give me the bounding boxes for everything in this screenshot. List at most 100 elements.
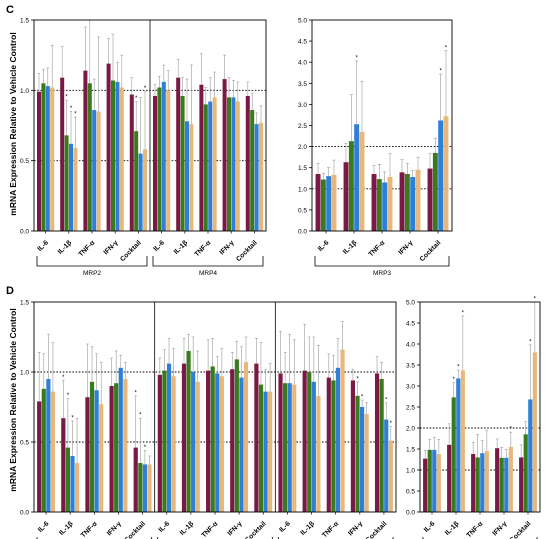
chart-d-left: 0.0 0.5 1.0 1.5 IL-6 * * * IL-1β TNF-α IFN-γ * * * Coc… <box>20 300 397 539</box>
significance-star: * <box>67 393 70 399</box>
bar <box>404 174 410 231</box>
bar <box>60 77 65 231</box>
bar <box>374 373 380 512</box>
significance-star: * <box>74 112 77 118</box>
treatment-label: IL-6 <box>317 239 331 253</box>
bar <box>114 383 119 512</box>
bar <box>350 380 356 512</box>
bar <box>157 374 162 512</box>
bar <box>50 391 56 512</box>
treatment-label: TNF-α <box>201 520 220 539</box>
bar <box>83 70 88 231</box>
bar <box>203 104 208 231</box>
treatment-label: IL-1β <box>173 239 189 255</box>
treatment-label: TNF-α <box>466 520 485 539</box>
y-tick-label: 1.0 <box>20 88 29 95</box>
significance-star: * <box>390 421 393 427</box>
bar <box>447 444 452 512</box>
bar <box>359 131 365 231</box>
bar <box>432 152 438 231</box>
bar <box>326 176 332 231</box>
bar <box>41 83 46 231</box>
y-tick-label: 1.5 <box>406 447 415 454</box>
group-label: MRP4 <box>199 270 217 277</box>
y-tick-label: 2.0 <box>406 426 415 433</box>
bar <box>364 414 369 512</box>
bar <box>495 448 500 512</box>
bar <box>243 362 249 512</box>
group-bracket <box>36 256 148 267</box>
bar <box>307 372 312 512</box>
bar <box>263 391 268 512</box>
y-tick-label: 0.0 <box>20 229 29 236</box>
bar <box>69 143 74 231</box>
treatment-label: IL-1β <box>342 239 358 255</box>
treatment-label: IFN-γ <box>491 520 508 537</box>
bar <box>316 395 321 512</box>
bar <box>161 81 166 231</box>
bar <box>106 63 111 232</box>
bar <box>230 369 235 512</box>
bar <box>176 77 181 231</box>
bar <box>376 179 382 231</box>
bar <box>245 95 250 232</box>
chart-plots: 0.00.51.01.5IL-6***IL-1β TNF-α IFN-γ**Cock… <box>20 18 541 539</box>
bar <box>379 379 384 512</box>
treatment-label: IL-1β <box>444 520 460 536</box>
bar <box>119 87 124 232</box>
bar <box>508 446 513 512</box>
treatment-label: IL-6 <box>37 520 51 534</box>
significance-star: * <box>385 397 388 403</box>
treatment-label: IL-6 <box>37 239 51 253</box>
treatment-label: TNF-α <box>368 239 387 258</box>
treatment-label: TNF-α <box>194 239 213 258</box>
bar <box>331 380 336 512</box>
significance-star: * <box>62 375 65 381</box>
bar <box>212 97 217 231</box>
bar <box>89 381 95 512</box>
bar <box>191 372 196 512</box>
bar <box>142 464 147 512</box>
group-bracket <box>152 256 264 267</box>
y-tick-label: 1.0 <box>406 468 415 475</box>
bar <box>278 373 283 512</box>
bar <box>268 391 273 512</box>
bar <box>208 101 213 231</box>
significance-star: * <box>70 106 73 112</box>
bar <box>287 383 292 512</box>
bar <box>61 418 66 512</box>
treatment-label: Cocktail <box>123 520 147 539</box>
bar <box>283 383 288 512</box>
bar <box>371 174 377 231</box>
bar <box>259 122 264 231</box>
treatment-label: IL-1β <box>58 520 74 536</box>
y-tick-label: 3.0 <box>298 102 307 109</box>
bar <box>355 395 360 512</box>
bar <box>239 377 244 512</box>
y-tick-label: 0.5 <box>406 489 415 496</box>
significance-star: * <box>71 416 74 422</box>
bar <box>451 397 456 512</box>
bar <box>254 124 259 231</box>
bar <box>348 141 354 231</box>
group-label: MRP2 <box>83 270 101 277</box>
bar <box>133 447 138 512</box>
bar <box>456 378 461 512</box>
y-tick-label: 0.0 <box>406 510 415 517</box>
bar <box>152 95 157 232</box>
treatment-label: IFN-γ <box>227 520 244 537</box>
treatment-label: IL-6 <box>153 239 167 253</box>
y-tick-label: 1.5 <box>20 300 29 307</box>
bar <box>387 176 393 231</box>
bar <box>432 449 437 512</box>
y-tick-label: 0.5 <box>20 440 29 447</box>
significance-star: * <box>139 413 142 419</box>
bar <box>315 174 321 231</box>
significance-star: * <box>534 297 537 303</box>
bar <box>234 359 239 512</box>
bar <box>138 153 143 231</box>
plot-frame <box>419 301 541 513</box>
bar <box>45 86 50 231</box>
bar <box>181 363 187 512</box>
y-axis-label-d: mRNA Expression Relative to Vehicle Cont… <box>8 308 18 491</box>
